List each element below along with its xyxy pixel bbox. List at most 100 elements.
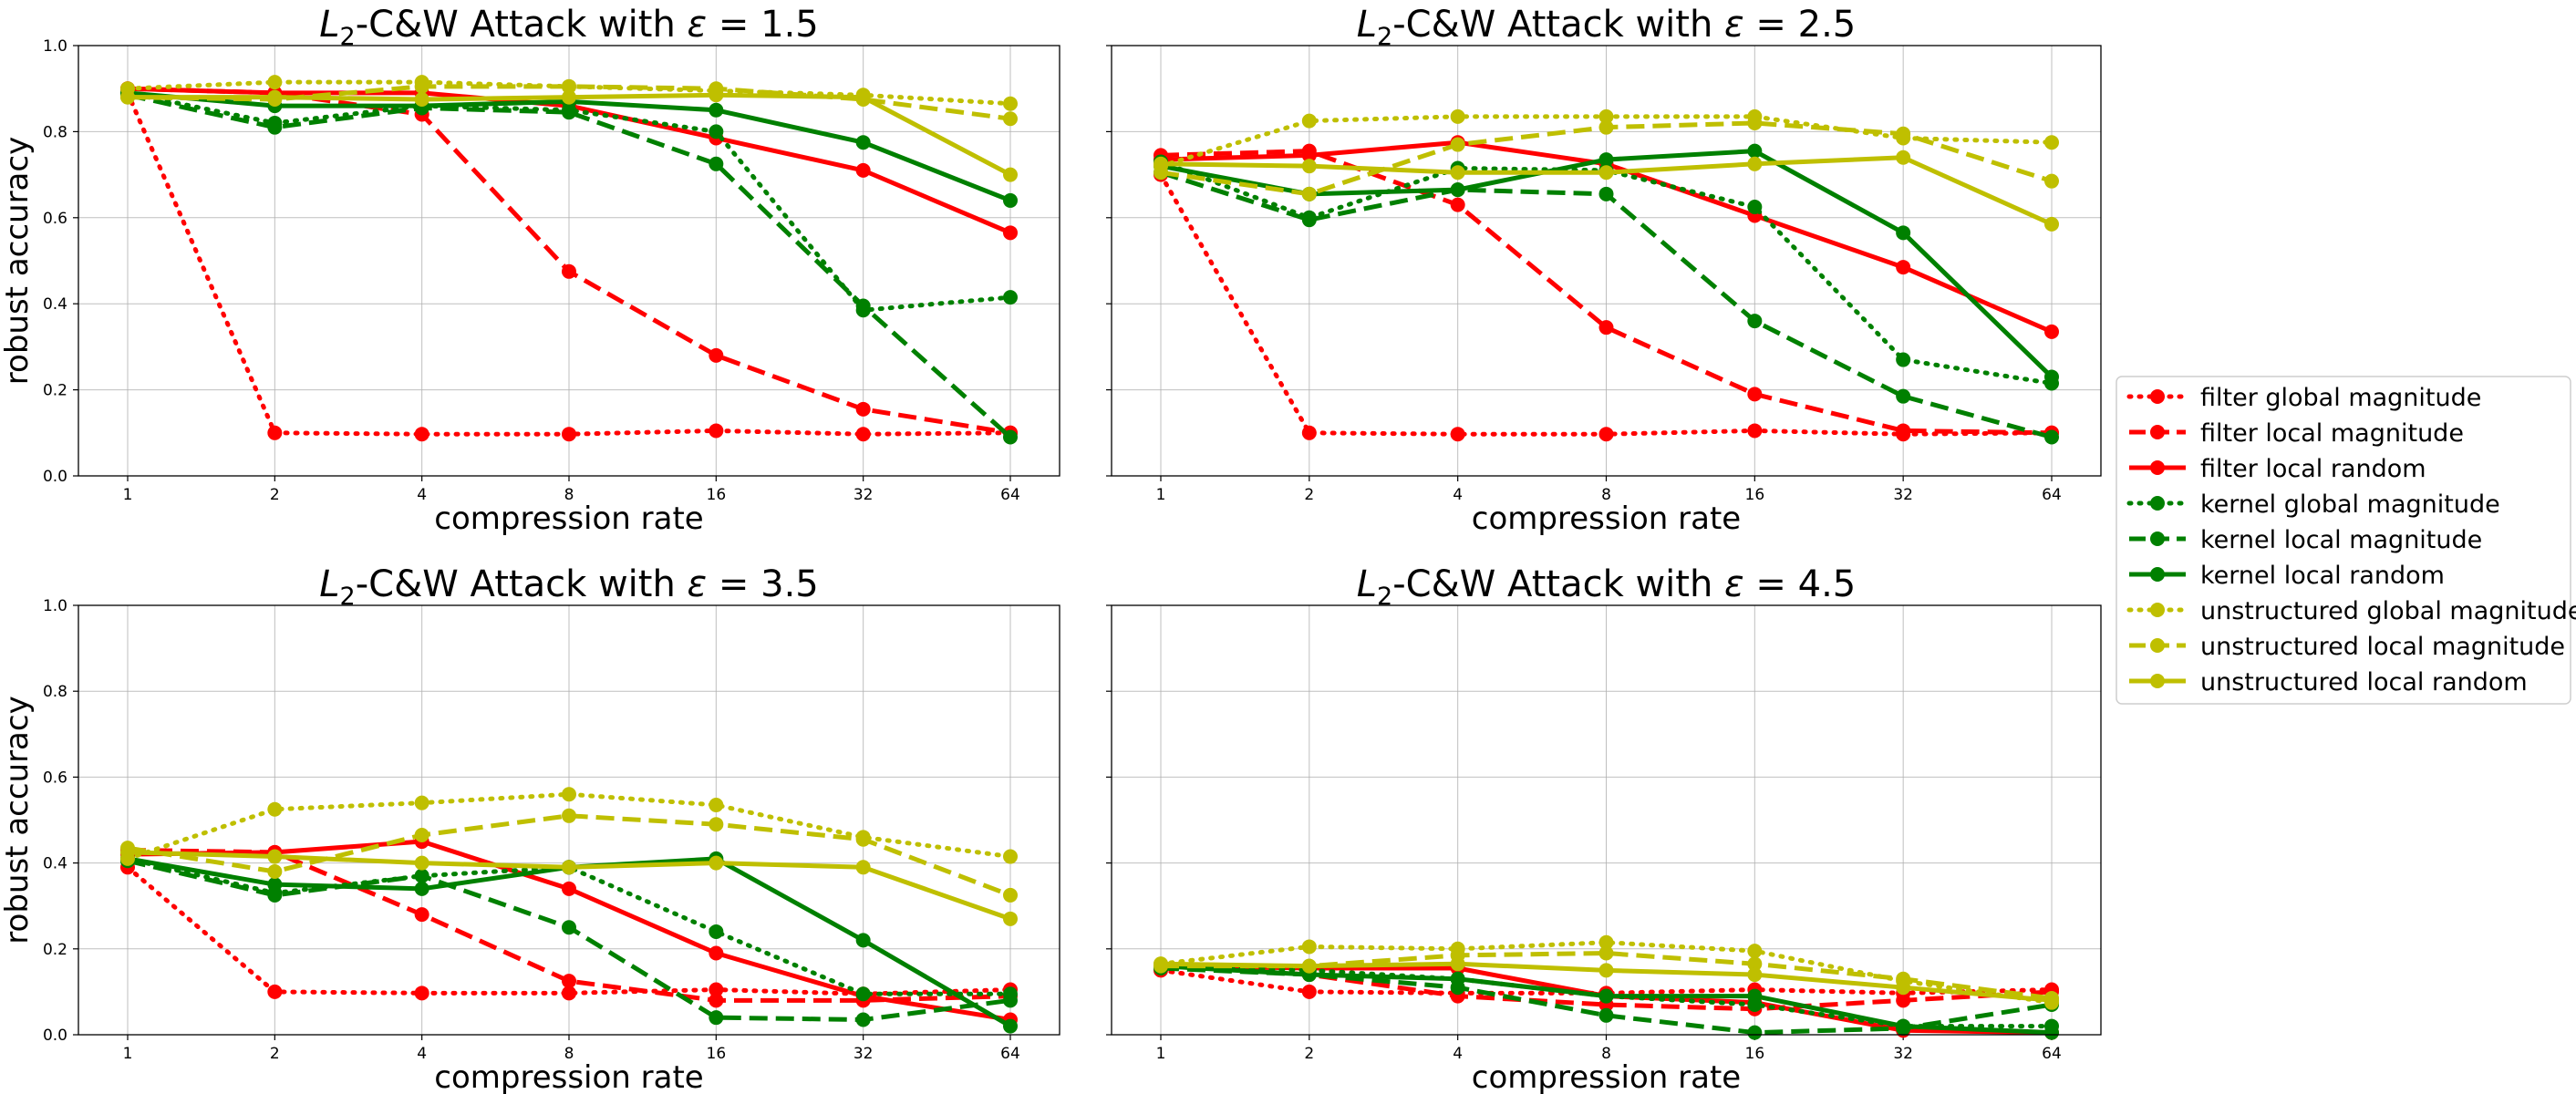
- data-point: [1747, 200, 1763, 214]
- x-tick-label: 64: [2042, 486, 2062, 504]
- y-tick-label: 0.0: [43, 1027, 67, 1045]
- data-point: [709, 924, 724, 939]
- legend-marker: [2150, 638, 2165, 653]
- legend-label: kernel local magnitude: [2200, 526, 2482, 554]
- title-prefix: L: [319, 4, 339, 46]
- title-value: = 4.5: [1744, 563, 1857, 605]
- x-tick-label: 1: [1156, 486, 1166, 504]
- data-point: [1747, 156, 1763, 171]
- y-tick-label: 0.8: [43, 683, 67, 701]
- data-point: [1450, 137, 1465, 152]
- data-point: [709, 945, 724, 961]
- x-tick-label: 8: [1601, 486, 1611, 504]
- data-point: [1301, 984, 1317, 999]
- x-axis-label: compression rate: [1472, 501, 1741, 537]
- data-point: [1154, 956, 1168, 972]
- legend-label: unstructured local random: [2200, 668, 2528, 697]
- x-tick-label: 32: [853, 1045, 874, 1063]
- data-point: [2044, 324, 2059, 339]
- x-tick-label: 2: [270, 1045, 280, 1063]
- data-point: [1598, 152, 1614, 168]
- data-point: [267, 887, 283, 903]
- data-point: [267, 877, 283, 893]
- data-point: [1598, 165, 1614, 181]
- data-point: [1450, 427, 1465, 442]
- data-point: [1598, 934, 1614, 950]
- data-point: [1003, 96, 1018, 111]
- x-tick-label: 64: [1000, 486, 1020, 504]
- data-point: [120, 89, 135, 105]
- data-point: [120, 844, 135, 860]
- data-point: [2044, 369, 2059, 385]
- data-point: [709, 993, 724, 1008]
- data-point: [1450, 956, 1465, 972]
- y-tick-label: 0.4: [43, 855, 67, 873]
- data-point: [562, 78, 576, 94]
- data-point: [1598, 988, 1614, 1004]
- data-point: [709, 423, 724, 439]
- data-point: [2044, 135, 2059, 150]
- subplot-title: L2-C&W Attack with ε = 1.5: [319, 4, 818, 51]
- data-point: [1598, 119, 1614, 135]
- x-tick-label: 4: [417, 1045, 427, 1063]
- legend-marker: [2150, 496, 2165, 511]
- legend-marker: [2150, 460, 2165, 475]
- data-point: [1154, 156, 1168, 171]
- data-point: [1003, 167, 1018, 182]
- data-point: [267, 89, 283, 105]
- x-tick-label: 16: [1745, 1045, 1765, 1063]
- title-eps: ε: [688, 4, 708, 46]
- y-axis: 0.0 0.2 0.4 0.6 0.8 1.0: [43, 597, 78, 1045]
- data-point: [414, 92, 429, 107]
- data-point: [414, 986, 429, 1001]
- x-tick-label: 8: [564, 486, 574, 504]
- title-sub: 2: [340, 583, 356, 611]
- legend-item: filter local random: [2129, 455, 2426, 483]
- axes-frame: [1111, 604, 2102, 1036]
- legend-label: filter local magnitude: [2200, 419, 2464, 448]
- data-point: [562, 427, 576, 442]
- subplot-3: 1 2 4 8 16 32 640.00.20.40.60.81.0L2-C&W Attac…: [0, 563, 1060, 1094]
- data-point: [414, 855, 429, 871]
- title-prefix: L: [1357, 4, 1377, 46]
- data-point: [1450, 182, 1465, 198]
- data-point: [2044, 173, 2059, 189]
- data-point: [1003, 911, 1018, 926]
- series-kernel-local-magnitude: [120, 88, 1018, 445]
- x-tick-label: 1: [1156, 1045, 1166, 1063]
- x-tick-label: 32: [1893, 1045, 1913, 1063]
- data-point: [1747, 956, 1763, 972]
- x-tick-label: 32: [853, 486, 874, 504]
- legend-box: [2116, 376, 2571, 705]
- data-point: [1003, 993, 1018, 1008]
- data-point: [709, 855, 724, 871]
- data-point: [1896, 1018, 1911, 1034]
- series-unstructured-local-magnitude: [1154, 115, 2059, 201]
- title-rest: -C&W Attack with: [356, 563, 688, 605]
- legend-marker: [2150, 603, 2165, 617]
- x-tick-label: 8: [1601, 1045, 1611, 1063]
- data-point: [1301, 212, 1317, 228]
- data-point: [1747, 314, 1763, 329]
- data-point: [855, 162, 871, 178]
- data-point: [1747, 967, 1763, 983]
- axes-frame: [78, 604, 1060, 1036]
- data-point: [1301, 186, 1317, 201]
- data-point: [1301, 148, 1317, 163]
- data-point: [1598, 186, 1614, 201]
- data-point: [709, 817, 724, 832]
- data-point: [414, 827, 429, 842]
- data-point: [267, 119, 283, 135]
- data-point: [1301, 425, 1317, 440]
- data-point: [2044, 1025, 2059, 1040]
- data-point: [1003, 290, 1018, 305]
- data-point: [709, 156, 724, 171]
- title-eps: ε: [688, 563, 708, 605]
- data-point: [267, 849, 283, 864]
- data-point: [1598, 320, 1614, 335]
- data-point: [267, 75, 283, 90]
- legend-label: unstructured local magnitude: [2200, 633, 2565, 661]
- title-prefix: L: [1357, 563, 1377, 605]
- data-point: [267, 425, 283, 440]
